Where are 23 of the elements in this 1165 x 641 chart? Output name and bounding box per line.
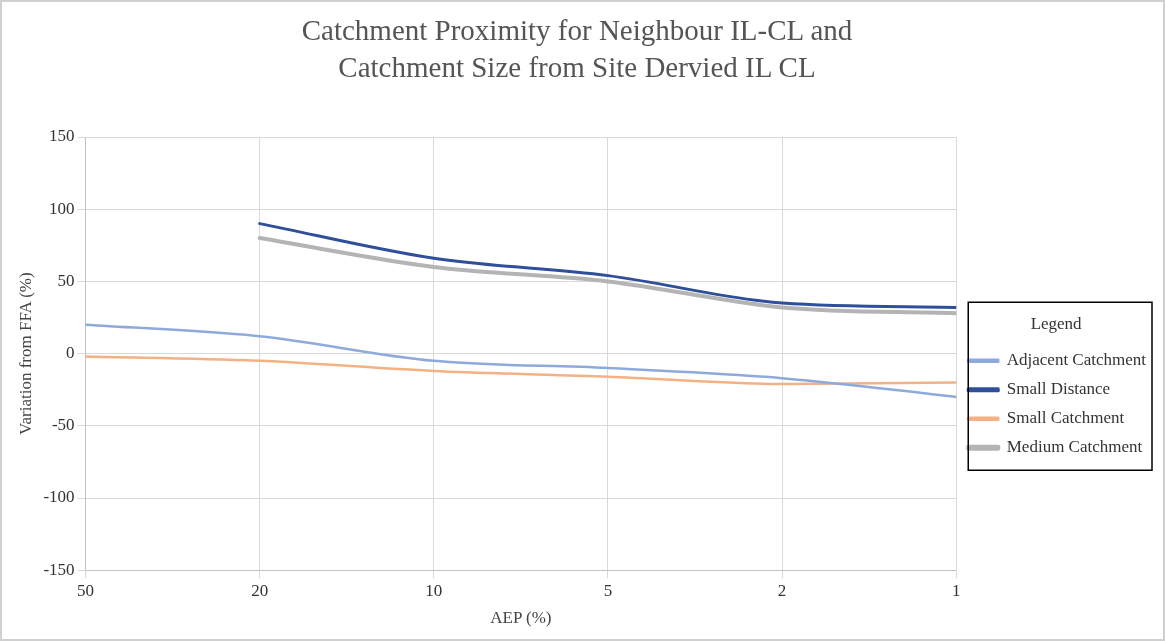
- y-tick-label: 150: [49, 126, 75, 146]
- x-tick-label: 20: [251, 580, 269, 600]
- y-tick-label: -100: [43, 487, 75, 507]
- x-axis-title: AEP (%): [490, 608, 552, 628]
- legend-label: Small Distance: [1006, 379, 1111, 399]
- y-tick-label: -50: [51, 415, 75, 435]
- x-tick-label: 10: [425, 580, 443, 600]
- y-tick-label: -150: [43, 559, 75, 579]
- y-tick-label: 50: [57, 270, 75, 290]
- legend-label: Adjacent Catchment: [1006, 350, 1147, 370]
- legend-label: Medium Catchment: [1006, 437, 1143, 457]
- legend-title: Legend: [1030, 313, 1083, 333]
- y-axis-title: Variation from FFA (%): [15, 272, 35, 435]
- x-tick-label: 1: [952, 580, 961, 600]
- x-tick-label: 5: [603, 580, 613, 600]
- legend-label: Small Catchment: [1006, 408, 1125, 428]
- y-tick-label: 0: [66, 343, 75, 363]
- x-tick-label: 2: [777, 580, 787, 600]
- y-tick-label: 100: [49, 198, 75, 218]
- chart-title: Catchment Proximity for Neighbour IL-CL and Catchment Size from Site Dervied IL CL: [300, 13, 854, 85]
- x-tick-label: 50: [77, 580, 95, 600]
- line-series: [258, 222, 957, 309]
- line-series: [257, 236, 957, 316]
